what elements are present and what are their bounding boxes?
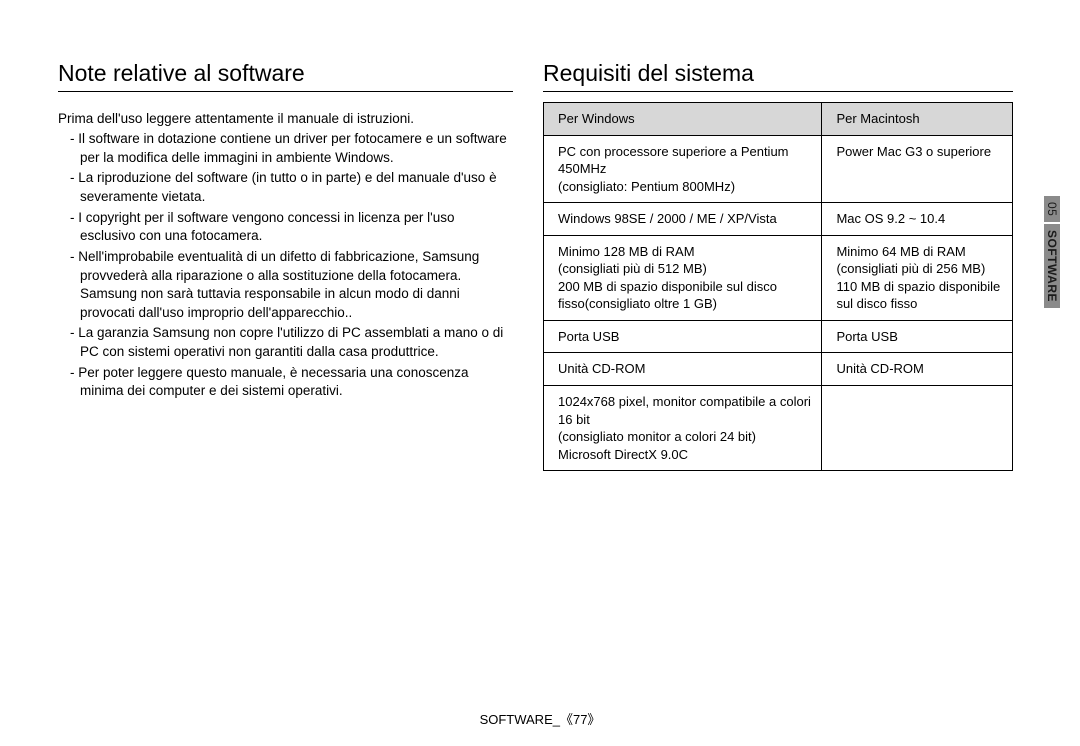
left-intro: Prima dell'uso leggere attentamente il m… (58, 110, 513, 128)
section-tab: 05 SOFTWARE (1044, 196, 1060, 310)
table-row: Porta USBPorta USB (544, 320, 1013, 353)
page-footer: SOFTWARE_《77》 (0, 709, 1080, 728)
table-row: 1024x768 pixel, monitor compatibile a co… (544, 386, 1013, 471)
table-header-mac: Per Macintosh (822, 103, 1013, 136)
list-item: I copyright per il software vengono conc… (58, 209, 513, 246)
cell-win: Minimo 128 MB di RAM(consigliati più di … (544, 235, 822, 320)
right-column: Requisiti del sistema Per Windows Per Ma… (543, 60, 1013, 471)
table-header-win: Per Windows (544, 103, 822, 136)
cell-mac: Mac OS 9.2 ~ 10.4 (822, 203, 1013, 236)
table-row: Windows 98SE / 2000 / ME / XP/VistaMac O… (544, 203, 1013, 236)
tab-label: SOFTWARE (1044, 224, 1060, 308)
table-header-row: Per Windows Per Macintosh (544, 103, 1013, 136)
requirements-table: Per Windows Per Macintosh PC con process… (543, 102, 1013, 471)
tab-number: 05 (1044, 196, 1060, 222)
table-row: Minimo 128 MB di RAM(consigliati più di … (544, 235, 1013, 320)
cell-win: Porta USB (544, 320, 822, 353)
table-row: Unità CD-ROMUnità CD-ROM (544, 353, 1013, 386)
list-item: La garanzia Samsung non copre l'utilizzo… (58, 324, 513, 361)
notes-list: Il software in dotazione contiene un dri… (58, 130, 513, 401)
list-item: Per poter leggere questo manuale, è nece… (58, 364, 513, 401)
page: Note relative al software Prima dell'uso… (0, 0, 1080, 471)
cell-win: Unità CD-ROM (544, 353, 822, 386)
cell-mac: Minimo 64 MB di RAM(consigliati più di 2… (822, 235, 1013, 320)
left-column: Note relative al software Prima dell'uso… (58, 60, 513, 471)
cell-mac: Power Mac G3 o superiore (822, 135, 1013, 203)
left-heading: Note relative al software (58, 60, 513, 92)
cell-mac (822, 386, 1013, 471)
cell-mac: Porta USB (822, 320, 1013, 353)
cell-mac: Unità CD-ROM (822, 353, 1013, 386)
list-item: Il software in dotazione contiene un dri… (58, 130, 513, 167)
cell-win: Windows 98SE / 2000 / ME / XP/Vista (544, 203, 822, 236)
table-row: PC con processore superiore a Pentium 45… (544, 135, 1013, 203)
list-item: La riproduzione del software (in tutto o… (58, 169, 513, 206)
right-heading: Requisiti del sistema (543, 60, 1013, 92)
cell-win: 1024x768 pixel, monitor compatibile a co… (544, 386, 822, 471)
list-item: Nell'improbabile eventualità di un difet… (58, 248, 513, 323)
cell-win: PC con processore superiore a Pentium 45… (544, 135, 822, 203)
